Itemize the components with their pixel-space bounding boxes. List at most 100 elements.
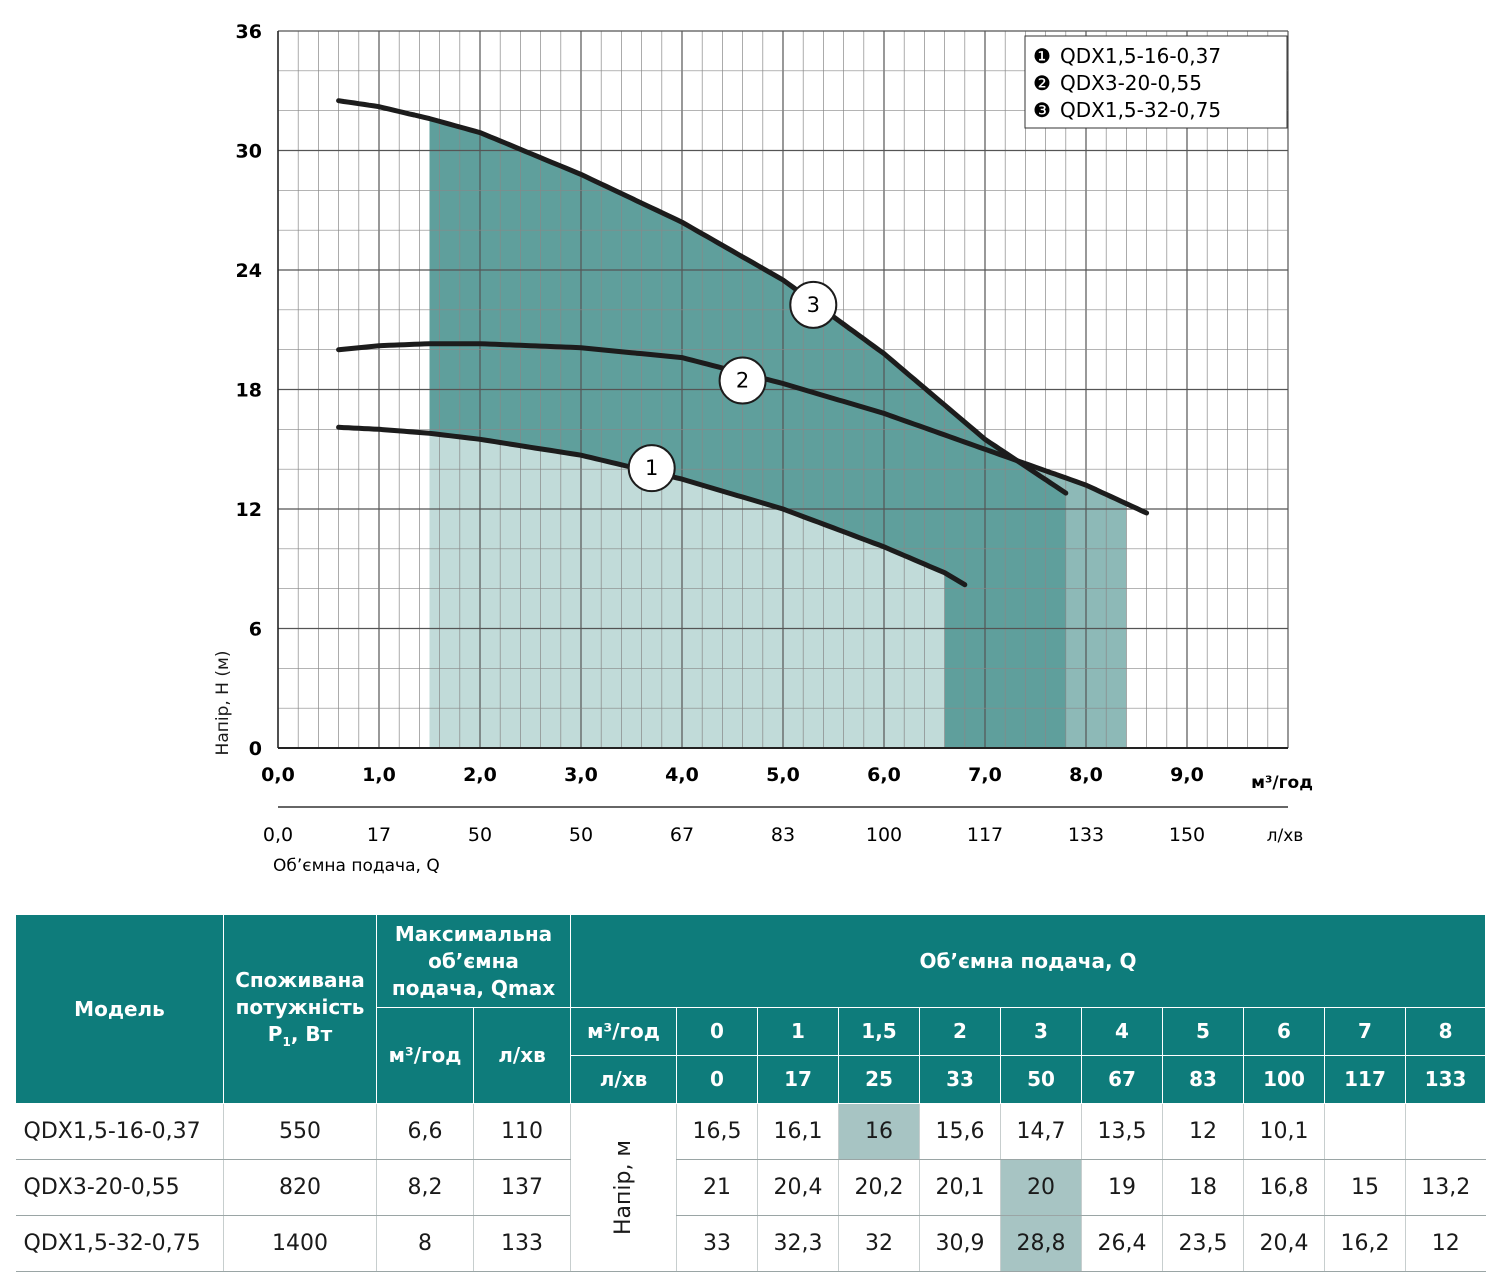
curve-marker-circle [789, 280, 838, 329]
x2-tick-label: 17 [367, 824, 391, 846]
flow-l-header-cell: 117 [1324, 1055, 1407, 1104]
qmax-m3-cell: 6,6 [376, 1103, 474, 1160]
head-value-cell: 13,5 [1081, 1103, 1163, 1160]
flow-l-header-cell: 67 [1081, 1055, 1164, 1104]
table-row: QDX1,5-16-0,37 550 6,6 110 Напір, м 16,5 16,1 1… [15, 1103, 1486, 1272]
head-value-cell: 20 [1000, 1159, 1082, 1216]
power-cell: 550 [223, 1103, 377, 1160]
head-value-cell: 15 [1324, 1159, 1406, 1216]
working-range-zones [429, 118, 1127, 749]
head-label: Напір, м [611, 1139, 637, 1236]
y-tick-label: 30 [236, 141, 262, 163]
x-tick-label: 0,0 [261, 764, 295, 786]
x-tick-label: 5,0 [766, 764, 800, 786]
head-value-cell: 16 [838, 1103, 920, 1160]
curve-marker-label: 2 [736, 369, 749, 393]
x2-tick-label: 150 [1169, 824, 1205, 846]
model-cell: QDX1,5-32-0,75 [15, 1215, 224, 1272]
x2-axis-ticks: 0,0 17 50 50 67 83 100 117 133 150 [263, 824, 1205, 846]
flow-m3-header-cell: 6 [1243, 1007, 1326, 1056]
head-value-cell: 20,4 [757, 1159, 839, 1216]
performance-table: Модель Споживана потужність P1, Вт Макси… [15, 914, 1487, 1272]
legend-marker-2: ❷ [1033, 71, 1051, 95]
legend-marker-1: ❶ [1033, 44, 1051, 68]
y-tick-label: 24 [236, 260, 262, 282]
flow-l-header-cell: 100 [1243, 1055, 1326, 1104]
x2-tick-label: 50 [569, 824, 593, 846]
head-value-cell: 23,5 [1162, 1215, 1244, 1272]
flow-m3-header-cell: 1,5 [838, 1007, 921, 1056]
curve-marker-circle [627, 444, 676, 493]
flow-m3-header-cell: 7 [1324, 1007, 1407, 1056]
legend-label-3: QDX1,5-32-0,75 [1060, 98, 1221, 122]
header-qmax-l: л/хв [472, 1007, 572, 1104]
flow-l-header-cell: 50 [1000, 1055, 1083, 1104]
power-cell: 820 [223, 1159, 377, 1216]
legend: ❶ QDX1,5-16-0,37 ❷ QDX3-20-0,55 ❸ QDX1,5… [1024, 35, 1288, 129]
qmax-l-cell: 110 [472, 1103, 571, 1160]
flow-l-header-cell: 0 [676, 1055, 759, 1104]
header-qmax-line3: подача, Qmax [391, 975, 556, 1000]
y-axis-title: Напір, Н (м) [213, 651, 233, 756]
head-value-cell: 10,1 [1243, 1103, 1325, 1160]
series-line [336, 98, 1069, 496]
header-power: Споживана потужність P1, Вт [223, 914, 377, 1104]
header-qmax-m3: м³/год [376, 1007, 474, 1104]
header-flow: Об’ємна подача, Q [570, 914, 1487, 1008]
x-tick-label: 1,0 [362, 764, 396, 786]
header-model: Модель [15, 914, 224, 1104]
head-value-cell: 28,8 [1000, 1215, 1082, 1272]
x-unit-label: м³/год [1251, 773, 1313, 793]
qmax-m3-cell: 8,2 [376, 1159, 474, 1216]
head-value-cell: 19 [1081, 1159, 1163, 1216]
x-tick-label: 2,0 [463, 764, 497, 786]
model-cell: QDX3-20-0,55 [15, 1159, 224, 1216]
head-value-cell: 18 [1162, 1159, 1244, 1216]
x-axis-ticks: 0,0 1,0 2,0 3,0 4,0 5,0 6,0 7,0 8,0 9,0 [261, 764, 1204, 786]
chart-grid [277, 30, 1289, 749]
x-tick-label: 8,0 [1069, 764, 1103, 786]
x2-unit-label: л/хв [1267, 826, 1304, 846]
flow-l-header-cell: 25 [838, 1055, 921, 1104]
header-qmax-line1: Максимальна [394, 921, 553, 946]
header-flow-unit-m3: м³/год [570, 1007, 678, 1056]
legend-marker-3: ❸ [1033, 98, 1051, 122]
header-power-line1: Споживана [235, 968, 365, 993]
x-axis-title: Об’ємна подача, Q [273, 856, 440, 876]
legend-label-1: QDX1,5-16-0,37 [1060, 44, 1221, 68]
header-qmax: Максимальна об’ємна подача, Qmax [375, 914, 572, 1008]
qmax-l-cell: 133 [472, 1215, 571, 1272]
y-tick-label: 12 [236, 499, 262, 521]
y-tick-label: 6 [249, 619, 262, 641]
head-value-cell: 15,6 [919, 1103, 1001, 1160]
head-label-cell: Напір, м [570, 1103, 677, 1272]
x-tick-label: 4,0 [665, 764, 699, 786]
header-power-symbol: P [267, 1022, 283, 1047]
head-value-cell [1405, 1103, 1486, 1160]
head-value-cell: 16,8 [1243, 1159, 1325, 1216]
x-tick-label: 9,0 [1170, 764, 1204, 786]
head-value-cell: 13,2 [1405, 1159, 1486, 1216]
legend-label-2: QDX3-20-0,55 [1060, 71, 1202, 95]
qmax-m3-cell: 8 [376, 1215, 474, 1272]
flow-l-header-cell: 17 [757, 1055, 840, 1104]
head-value-cell: 12 [1162, 1103, 1244, 1160]
header-power-subscript: 1 [282, 1035, 291, 1050]
power-cell: 1400 [223, 1215, 377, 1272]
head-value-cell: 20,1 [919, 1159, 1001, 1216]
model-cell: QDX1,5-16-0,37 [15, 1103, 224, 1160]
flow-m3-header-cell: 2 [919, 1007, 1002, 1056]
flow-l-header-cell: 133 [1405, 1055, 1487, 1104]
head-value-cell: 26,4 [1081, 1215, 1163, 1272]
head-value-cell: 16,2 [1324, 1215, 1406, 1272]
x2-tick-label: 117 [967, 824, 1003, 846]
legend-box [1024, 35, 1288, 129]
y-axis-ticks: 0 6 12 18 24 30 36 [236, 21, 262, 760]
qmax-l-cell: 137 [472, 1159, 571, 1216]
curve-marker-label: 1 [645, 456, 658, 480]
flow-m3-header-cell: 5 [1162, 1007, 1245, 1056]
flow-m3-header-cell: 8 [1405, 1007, 1487, 1056]
table-row: QDX1,5-32-0,75 1400 8 133 33 32,3 32 30,9 28,8 26… [15, 1215, 1486, 1272]
curve-markers: 1 2 3 [627, 280, 838, 493]
